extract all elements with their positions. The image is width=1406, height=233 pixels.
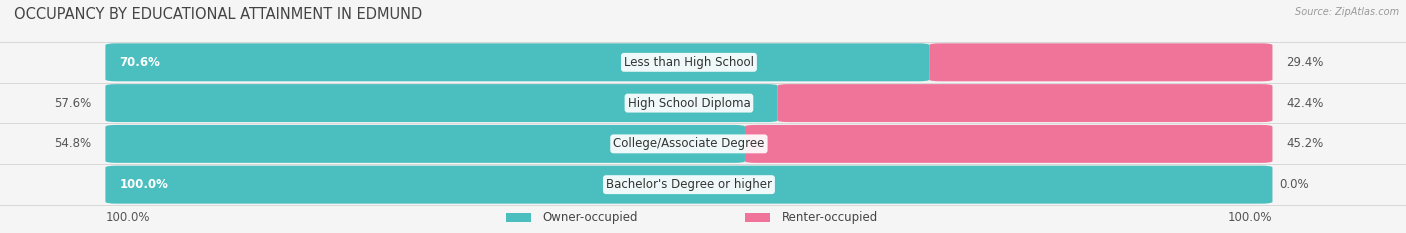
FancyBboxPatch shape [105, 166, 1272, 204]
Text: 100.0%: 100.0% [1227, 211, 1272, 224]
FancyBboxPatch shape [929, 43, 1272, 81]
Text: Renter-occupied: Renter-occupied [782, 211, 877, 224]
Text: 54.8%: 54.8% [55, 137, 91, 150]
FancyBboxPatch shape [105, 125, 1272, 163]
FancyBboxPatch shape [105, 166, 1272, 204]
Text: 0.0%: 0.0% [1279, 178, 1309, 191]
FancyBboxPatch shape [105, 43, 929, 81]
Text: High School Diploma: High School Diploma [627, 97, 751, 110]
Text: Owner-occupied: Owner-occupied [543, 211, 638, 224]
Text: Source: ZipAtlas.com: Source: ZipAtlas.com [1295, 7, 1399, 17]
FancyBboxPatch shape [105, 84, 1272, 122]
Text: 57.6%: 57.6% [55, 97, 91, 110]
FancyBboxPatch shape [105, 125, 745, 163]
Text: 100.0%: 100.0% [105, 211, 150, 224]
Text: 70.6%: 70.6% [120, 56, 160, 69]
Text: Less than High School: Less than High School [624, 56, 754, 69]
Text: 29.4%: 29.4% [1286, 56, 1324, 69]
FancyBboxPatch shape [745, 213, 770, 222]
FancyBboxPatch shape [105, 84, 778, 122]
Text: 100.0%: 100.0% [120, 178, 169, 191]
FancyBboxPatch shape [506, 213, 531, 222]
Text: Bachelor's Degree or higher: Bachelor's Degree or higher [606, 178, 772, 191]
FancyBboxPatch shape [105, 43, 1272, 81]
Text: 42.4%: 42.4% [1286, 97, 1324, 110]
FancyBboxPatch shape [745, 125, 1272, 163]
FancyBboxPatch shape [778, 84, 1272, 122]
Text: College/Associate Degree: College/Associate Degree [613, 137, 765, 150]
Text: 45.2%: 45.2% [1286, 137, 1323, 150]
Text: OCCUPANCY BY EDUCATIONAL ATTAINMENT IN EDMUND: OCCUPANCY BY EDUCATIONAL ATTAINMENT IN E… [14, 7, 422, 22]
